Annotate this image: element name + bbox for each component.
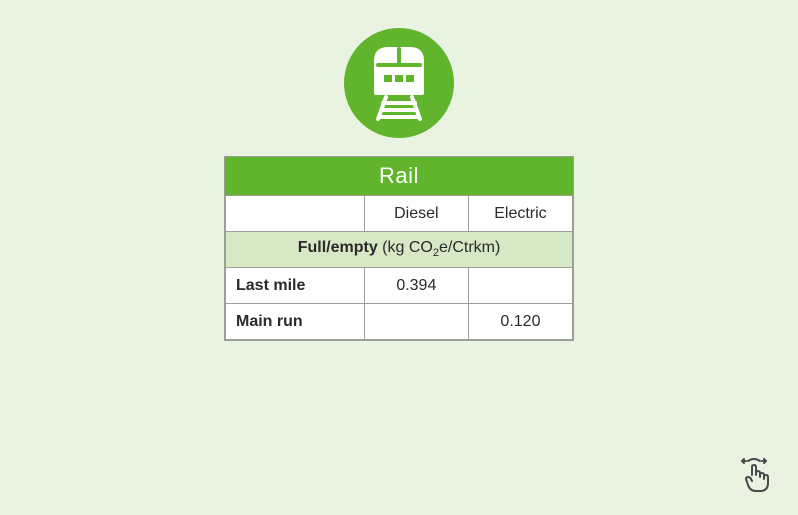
section-bold: Full/empty [298, 239, 378, 256]
data-table: Diesel Electric Full/empty (kg CO2e/Ctrk… [225, 195, 573, 340]
section-rest: (kg CO [378, 239, 433, 256]
row-diesel [364, 304, 468, 340]
header-empty [226, 196, 365, 232]
table-row: Main run 0.120 [226, 304, 573, 340]
row-diesel: 0.394 [364, 268, 468, 304]
swipe-hint-icon [736, 455, 776, 495]
header-diesel: Diesel [364, 196, 468, 232]
rail-table: Rail Diesel Electric Full/empty (kg CO2e… [224, 156, 574, 341]
header-row: Diesel Electric [226, 196, 573, 232]
train-icon [364, 43, 434, 123]
row-label: Main run [226, 304, 365, 340]
train-icon-circle [344, 28, 454, 138]
section-label: Full/empty (kg CO2e/Ctrkm) [226, 232, 573, 268]
section-row: Full/empty (kg CO2e/Ctrkm) [226, 232, 573, 268]
table-row: Last mile 0.394 [226, 268, 573, 304]
row-electric: 0.120 [468, 304, 572, 340]
row-electric [468, 268, 572, 304]
row-label: Last mile [226, 268, 365, 304]
table-title: Rail [225, 157, 573, 195]
header-electric: Electric [468, 196, 572, 232]
section-tail: e/Ctrkm) [439, 239, 500, 256]
